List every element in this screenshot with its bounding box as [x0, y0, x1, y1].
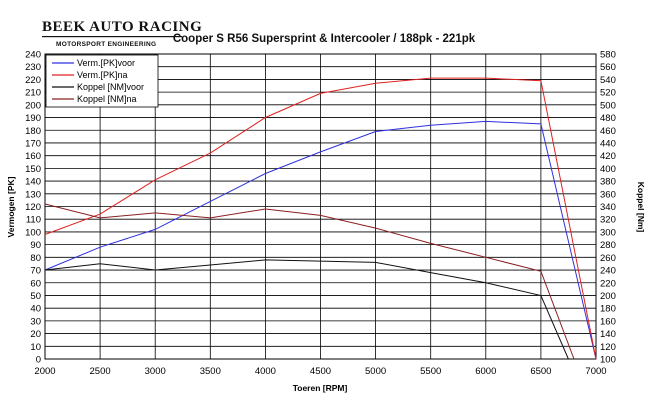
y2-tick-label: 200 [600, 291, 616, 302]
y-tick-label: 130 [25, 189, 41, 200]
y-tick-label: 240 [25, 50, 41, 61]
y-tick-label: 160 [25, 151, 41, 162]
y2-axis-label: Koppel [Nm] [636, 182, 646, 233]
y-tick-label: 120 [25, 202, 41, 213]
y-tick-label: 140 [25, 177, 41, 188]
y-tick-label: 210 [25, 88, 41, 99]
y-tick-label: 10 [30, 342, 41, 353]
x-tick-label: 3500 [200, 366, 221, 377]
y2-tick-label: 440 [600, 138, 616, 149]
y2-tick-label: 220 [600, 278, 616, 289]
y-axis-label: Vermogen [PK] [6, 176, 16, 237]
y-tick-label: 190 [25, 113, 41, 124]
y-tick-label: 60 [30, 278, 41, 289]
y2-tick-label: 320 [600, 215, 616, 226]
y2-tick-label: 520 [600, 88, 616, 99]
y-tick-label: 0 [36, 355, 41, 366]
y-tick-label: 170 [25, 138, 41, 149]
y-tick-label: 230 [25, 62, 41, 73]
y2-tick-label: 120 [600, 342, 616, 353]
y2-tick-label: 400 [600, 164, 616, 175]
y2-tick-label: 300 [600, 227, 616, 238]
legend: Verm.[PK]voor Verm.[PK]na Koppel [NM]voor K… [45, 54, 159, 108]
y-tick-label: 100 [25, 227, 41, 238]
y2-tick-label: 380 [600, 177, 616, 188]
y2-tick-label: 280 [600, 240, 616, 251]
x-tick-label: 4500 [310, 366, 331, 377]
y2-tick-label: 460 [600, 126, 616, 137]
legend-box [45, 54, 159, 108]
right-axis-ticks: 1001201401601802002202402602803003203403… [600, 50, 616, 366]
y2-tick-label: 540 [600, 75, 616, 86]
legend-entry: Koppel [NM]voor [77, 82, 144, 92]
x-tick-label: 6000 [475, 366, 496, 377]
x-tick-label: 3000 [145, 366, 166, 377]
y-tick-label: 40 [30, 304, 41, 315]
x-tick-label: 2500 [90, 366, 111, 377]
chart-title: Cooper S R56 Supersprint & Intercooler /… [173, 33, 476, 45]
series-line-0 [44, 120, 597, 360]
y2-tick-label: 180 [600, 304, 616, 315]
brand-logo: BEEK AUTO RACING MOTORSPORT ENGINEERING [42, 19, 202, 48]
series-line-3 [44, 203, 575, 360]
x-tick-label: 5500 [420, 366, 441, 377]
y2-tick-label: 500 [600, 100, 616, 111]
y2-tick-label: 360 [600, 189, 616, 200]
y2-tick-label: 140 [600, 329, 616, 340]
y2-tick-label: 480 [600, 113, 616, 124]
y2-tick-label: 260 [600, 253, 616, 264]
y-tick-label: 150 [25, 164, 41, 175]
x-tick-label: 7000 [585, 366, 606, 377]
y-tick-label: 20 [30, 329, 41, 340]
y2-tick-label: 240 [600, 266, 616, 277]
x-tick-label: 4000 [255, 366, 276, 377]
legend-entry: Verm.[PK]voor [77, 58, 135, 68]
logo-underline [42, 36, 182, 38]
y-tick-label: 30 [30, 316, 41, 327]
y-tick-label: 180 [25, 126, 41, 137]
y-tick-label: 70 [30, 266, 41, 277]
y2-tick-label: 580 [600, 50, 616, 61]
y-tick-label: 80 [30, 253, 41, 264]
y2-tick-label: 160 [600, 316, 616, 327]
y-tick-label: 220 [25, 75, 41, 86]
series-line-2 [44, 259, 569, 360]
logo-sub-text: MOTORSPORT ENGINEERING [56, 41, 156, 48]
y-tick-label: 50 [30, 291, 41, 302]
y2-tick-label: 340 [600, 202, 616, 213]
x-axis-ticks: 2000 2500 3000 3500 4000 4500 5000 5500 6000 6500… [34, 366, 606, 377]
y2-tick-label: 100 [600, 355, 616, 366]
legend-entry: Koppel [NM]na [77, 94, 137, 104]
legend-entry: Verm.[PK]na [77, 70, 128, 80]
x-tick-label: 5000 [365, 366, 386, 377]
y-tick-label: 200 [25, 100, 41, 111]
y-tick-label: 110 [26, 215, 41, 226]
y2-tick-label: 560 [600, 62, 616, 73]
grid [44, 53, 597, 360]
logo-main-text: BEEK AUTO RACING [42, 19, 202, 35]
series-line-1 [44, 77, 597, 360]
x-axis-label: Toeren [RPM] [293, 383, 348, 393]
series-lines [44, 77, 597, 360]
x-tick-label: 6500 [530, 366, 551, 377]
x-tick-label: 2000 [34, 366, 55, 377]
y-tick-label: 90 [30, 240, 41, 251]
y2-tick-label: 420 [600, 151, 616, 162]
